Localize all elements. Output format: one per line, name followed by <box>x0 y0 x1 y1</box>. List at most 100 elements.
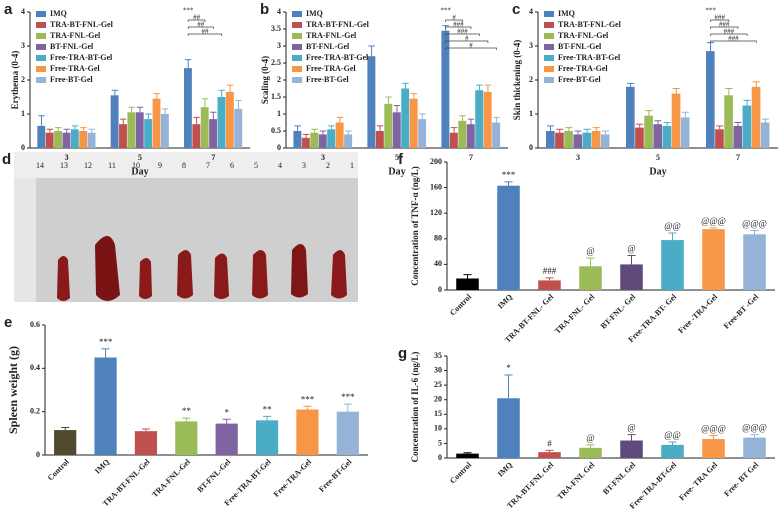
panel-label: d <box>2 151 11 168</box>
bar <box>620 440 643 458</box>
error-bar <box>504 181 513 186</box>
significance-label: *** <box>705 7 716 15</box>
bar <box>127 112 136 148</box>
y-tick-label: 1 <box>277 109 281 118</box>
y-tick-label: 0 <box>438 453 442 462</box>
x-tick-label: 3 <box>65 153 69 162</box>
bar <box>54 430 77 455</box>
significance-label: *** <box>440 7 451 15</box>
error-bar <box>707 42 715 52</box>
bar <box>600 134 610 148</box>
x-tick-label: IMQ <box>496 460 514 478</box>
y-tick-label: 0.2 <box>30 406 40 415</box>
bar <box>626 86 635 148</box>
bracket <box>710 19 730 22</box>
bracket <box>445 33 480 36</box>
bar <box>175 421 198 455</box>
bar <box>492 122 501 148</box>
error-bar <box>750 434 759 438</box>
legend-label: TRA-FNL-Gel <box>50 31 101 40</box>
bar <box>456 453 479 458</box>
error-bar <box>201 98 209 108</box>
bar <box>392 112 401 148</box>
bar <box>635 127 644 148</box>
error-bar <box>120 118 127 125</box>
bar <box>296 409 319 455</box>
bracket <box>445 40 489 43</box>
legend-swatch <box>544 22 554 28</box>
bracket <box>445 19 463 22</box>
spleen <box>177 250 193 299</box>
error-bar <box>419 113 426 120</box>
bar <box>70 129 79 148</box>
bar <box>564 131 573 148</box>
y-tick-label: 0 <box>277 143 281 152</box>
bar <box>384 103 393 148</box>
bracket <box>187 19 206 22</box>
error-bar <box>463 452 472 454</box>
x-axis-label: Day <box>649 166 666 177</box>
error-bar <box>547 125 555 131</box>
legend-swatch <box>544 66 554 72</box>
bar <box>119 124 127 148</box>
ruler-number: 5 <box>254 161 258 170</box>
error-bar <box>467 118 475 125</box>
bar <box>301 137 310 148</box>
bar <box>497 398 520 458</box>
ruler-number: 3 <box>302 161 306 170</box>
bar <box>344 134 353 148</box>
error-bar <box>504 374 513 399</box>
x-tick-label: Free-BT-Gel <box>317 457 354 494</box>
error-bar <box>761 118 769 123</box>
x-tick-label: TRA-FNL- Gel <box>553 292 597 336</box>
error-bar <box>586 257 595 267</box>
error-bar <box>476 84 483 91</box>
significance-label: # <box>452 14 456 22</box>
significance-label: @ <box>627 244 635 254</box>
bar <box>644 115 653 148</box>
y-tick-label: 160 <box>430 182 442 191</box>
error-bar <box>141 428 150 432</box>
bar <box>87 132 96 148</box>
error-bar <box>88 128 95 133</box>
y-tick-label: 40 <box>434 259 442 268</box>
legend-swatch <box>292 22 302 28</box>
panel-label: e <box>4 314 12 331</box>
significance-label: ### <box>453 21 464 29</box>
panel-label: f <box>398 151 404 168</box>
legend-swatch <box>36 77 46 83</box>
bar <box>458 120 467 148</box>
x-tick-label: TRA-FNL-Gel <box>150 457 192 499</box>
photo-panel <box>14 152 358 302</box>
spleen <box>214 253 229 299</box>
legend-swatch <box>36 11 46 17</box>
x-tick-label: IMQ <box>93 457 111 475</box>
error-bar <box>393 105 401 113</box>
y-tick-label: 20 <box>434 395 442 404</box>
y-tick-label: 120 <box>430 208 442 217</box>
significance-label: @@@ <box>701 216 726 226</box>
bar <box>724 95 733 148</box>
x-tick-label: Control <box>448 460 474 486</box>
x-tick-label: 3 <box>321 153 325 162</box>
bar <box>483 91 492 148</box>
error-bar <box>450 127 458 133</box>
legend-swatch <box>292 66 302 72</box>
y-axis-label: Spleen weight (g) <box>6 346 20 434</box>
x-tick-label: IMQ <box>496 292 514 310</box>
bar <box>538 452 561 458</box>
bar <box>94 357 117 455</box>
legend-swatch <box>36 66 46 72</box>
significance-label: ### <box>724 28 735 36</box>
panel-label: g <box>398 345 407 362</box>
panel-label: a <box>4 1 13 18</box>
bar <box>310 132 319 148</box>
x-tick-label: 7 <box>211 153 215 162</box>
legend-label: BT-FNL-Gel <box>558 42 602 51</box>
bar <box>680 117 690 148</box>
error-bar <box>725 88 733 96</box>
error-bar <box>565 127 573 131</box>
ruler-number: 10 <box>132 161 140 170</box>
bar <box>475 90 484 148</box>
